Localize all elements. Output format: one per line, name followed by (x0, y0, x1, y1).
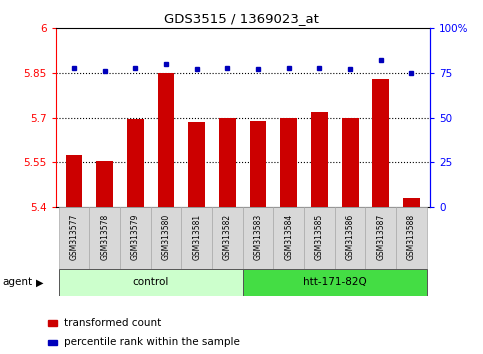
Text: htt-171-82Q: htt-171-82Q (303, 277, 367, 287)
Text: GSM313580: GSM313580 (161, 214, 170, 260)
Bar (250, 121, 267, 207)
Text: GDS3515 / 1369023_at: GDS3515 / 1369023_at (164, 12, 319, 25)
Bar (372, 79, 389, 207)
Bar (366, 207, 396, 269)
Bar (243, 269, 427, 296)
Bar (341, 118, 358, 207)
Text: GSM313588: GSM313588 (407, 214, 416, 260)
Bar (403, 198, 420, 207)
Bar (396, 207, 427, 269)
Bar (157, 73, 174, 207)
Text: GSM313587: GSM313587 (376, 214, 385, 260)
Bar (243, 207, 273, 269)
Bar (58, 207, 89, 269)
Text: GSM313584: GSM313584 (284, 214, 293, 260)
Text: percentile rank within the sample: percentile rank within the sample (64, 337, 240, 347)
Bar (273, 207, 304, 269)
Text: ▶: ▶ (36, 277, 43, 287)
Text: GSM313583: GSM313583 (254, 214, 263, 260)
Text: GSM313586: GSM313586 (346, 214, 355, 260)
Bar (66, 155, 83, 207)
Bar (219, 118, 236, 207)
Text: GSM313579: GSM313579 (131, 213, 140, 260)
Bar (188, 122, 205, 207)
Bar (304, 207, 335, 269)
Bar (151, 207, 181, 269)
Bar (120, 207, 151, 269)
Bar (58, 269, 243, 296)
Bar (96, 161, 113, 207)
Text: GSM313581: GSM313581 (192, 214, 201, 260)
Bar (89, 207, 120, 269)
Text: GSM313578: GSM313578 (100, 214, 109, 260)
Text: GSM313582: GSM313582 (223, 214, 232, 260)
Bar (212, 207, 243, 269)
Text: agent: agent (2, 277, 32, 287)
Bar (280, 118, 297, 207)
Bar (311, 112, 328, 207)
Text: control: control (132, 277, 169, 287)
Text: GSM313577: GSM313577 (70, 213, 78, 260)
Bar (181, 207, 212, 269)
Text: transformed count: transformed count (64, 318, 161, 328)
Bar (127, 119, 144, 207)
Text: GSM313585: GSM313585 (315, 214, 324, 260)
Bar (335, 207, 366, 269)
